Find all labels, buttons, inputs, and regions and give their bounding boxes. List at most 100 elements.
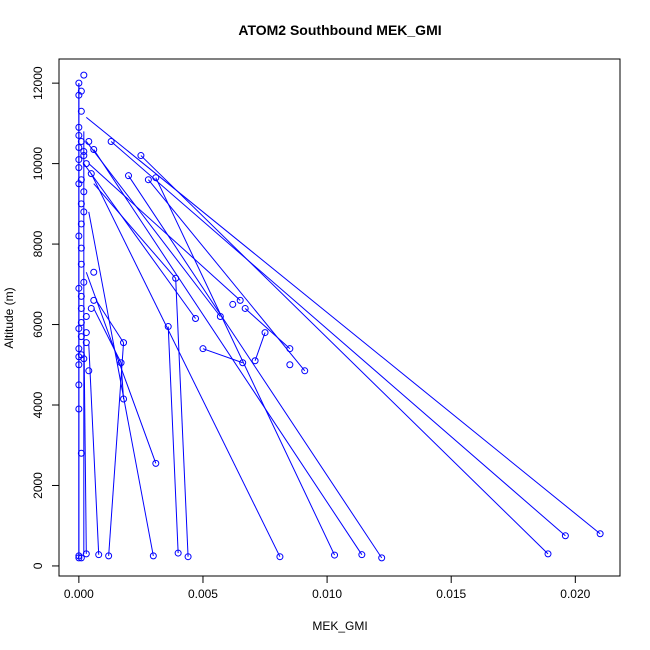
- data-point: [90, 268, 98, 276]
- data-point: [77, 292, 85, 300]
- series-line-segment: [120, 362, 125, 400]
- data-point: [77, 244, 85, 252]
- x-tick-label: 0.005: [188, 587, 218, 601]
- data-point: [107, 137, 115, 145]
- data-point: [120, 395, 128, 403]
- data-point: [80, 148, 88, 156]
- data-point: [75, 180, 83, 188]
- data-point: [80, 355, 88, 363]
- series-line-segment: [85, 141, 221, 317]
- data-point: [331, 551, 339, 559]
- data-point: [174, 549, 182, 557]
- data-point: [596, 530, 604, 538]
- x-tick-label: 0.010: [312, 587, 342, 601]
- series-line-segment: [93, 183, 177, 279]
- data-point: [75, 91, 83, 99]
- data-point: [85, 137, 93, 145]
- data-point: [77, 449, 85, 457]
- series-line-segment: [88, 344, 100, 555]
- data-point: [80, 188, 88, 196]
- data-point: [75, 361, 83, 369]
- data-point: [239, 359, 247, 367]
- series-lines: [78, 83, 601, 559]
- data-point: [75, 554, 83, 562]
- data-point: [236, 296, 244, 304]
- data-point: [80, 71, 88, 79]
- data-point: [75, 381, 83, 389]
- data-point: [137, 152, 145, 160]
- data-point: [80, 278, 88, 286]
- series-line-segment: [95, 300, 124, 343]
- x-axis-label: MEK_GMI: [312, 619, 367, 633]
- series-line-segment: [244, 308, 291, 350]
- series-line-segment: [108, 342, 125, 556]
- data-point: [75, 156, 83, 164]
- data-point: [120, 339, 128, 347]
- y-tick-label: 6000: [31, 311, 45, 338]
- data-point: [117, 359, 125, 367]
- data-point: [80, 152, 88, 160]
- data-point: [90, 146, 98, 154]
- data-point: [75, 405, 83, 413]
- data-point: [77, 200, 85, 208]
- data-point: [87, 170, 95, 178]
- data-point: [164, 323, 172, 331]
- data-point: [75, 144, 83, 152]
- x-tick-label: 0.020: [560, 587, 590, 601]
- x-tick-label: 0.000: [64, 587, 94, 601]
- data-point: [301, 367, 309, 375]
- y-tick-label: 12000: [31, 66, 45, 100]
- y-tick-label: 4000: [31, 391, 45, 418]
- series-line-segment: [88, 163, 241, 301]
- series-line-segment: [175, 278, 189, 557]
- x-axis: 0.000 0.005 0.010 0.015 0.020: [64, 575, 591, 601]
- series-line-segment: [140, 155, 549, 555]
- data-point: [82, 550, 90, 558]
- data-point: [82, 329, 90, 337]
- data-point: [152, 459, 160, 467]
- y-axis-label: Altitude (m): [2, 287, 16, 348]
- data-point: [75, 325, 83, 333]
- series-line-segment: [93, 308, 122, 363]
- data-point: [75, 284, 83, 292]
- data-point: [276, 553, 284, 561]
- y-tick-label: 10000: [31, 147, 45, 181]
- data-point: [77, 333, 85, 341]
- data-point: [241, 304, 249, 312]
- series-line-segment: [90, 173, 281, 557]
- y-tick-label: 2000: [31, 472, 45, 499]
- data-point: [261, 329, 269, 337]
- data-point: [75, 345, 83, 353]
- data-point: [149, 552, 157, 560]
- data-point: [172, 274, 180, 282]
- y-tick-label: 0: [31, 562, 45, 569]
- x-tick-label: 0.015: [436, 587, 466, 601]
- series-line-segment: [83, 163, 196, 319]
- data-point: [75, 79, 83, 87]
- data-point: [77, 319, 85, 327]
- data-point: [87, 304, 95, 312]
- data-point: [152, 174, 160, 182]
- series-points: [75, 71, 604, 562]
- data-point: [286, 361, 294, 369]
- series-line-segment: [85, 116, 601, 535]
- data-point: [90, 296, 98, 304]
- data-point: [544, 550, 552, 558]
- data-point: [75, 164, 83, 172]
- data-point: [251, 357, 259, 365]
- chart-title: ATOM2 Southbound MEK_GMI: [238, 22, 441, 38]
- data-point: [105, 552, 113, 560]
- data-point: [199, 345, 207, 353]
- y-axis: 0 2000 4000 6000 8000 10000 12000: [31, 66, 60, 569]
- data-point: [77, 554, 85, 562]
- data-point: [82, 160, 90, 168]
- series-line-segment: [128, 175, 383, 559]
- series-line-segment: [110, 141, 566, 537]
- data-point: [286, 345, 294, 353]
- data-point: [77, 260, 85, 268]
- data-point: [144, 176, 152, 184]
- data-point: [125, 172, 133, 180]
- series-line-segment: [155, 177, 335, 556]
- data-point: [77, 304, 85, 312]
